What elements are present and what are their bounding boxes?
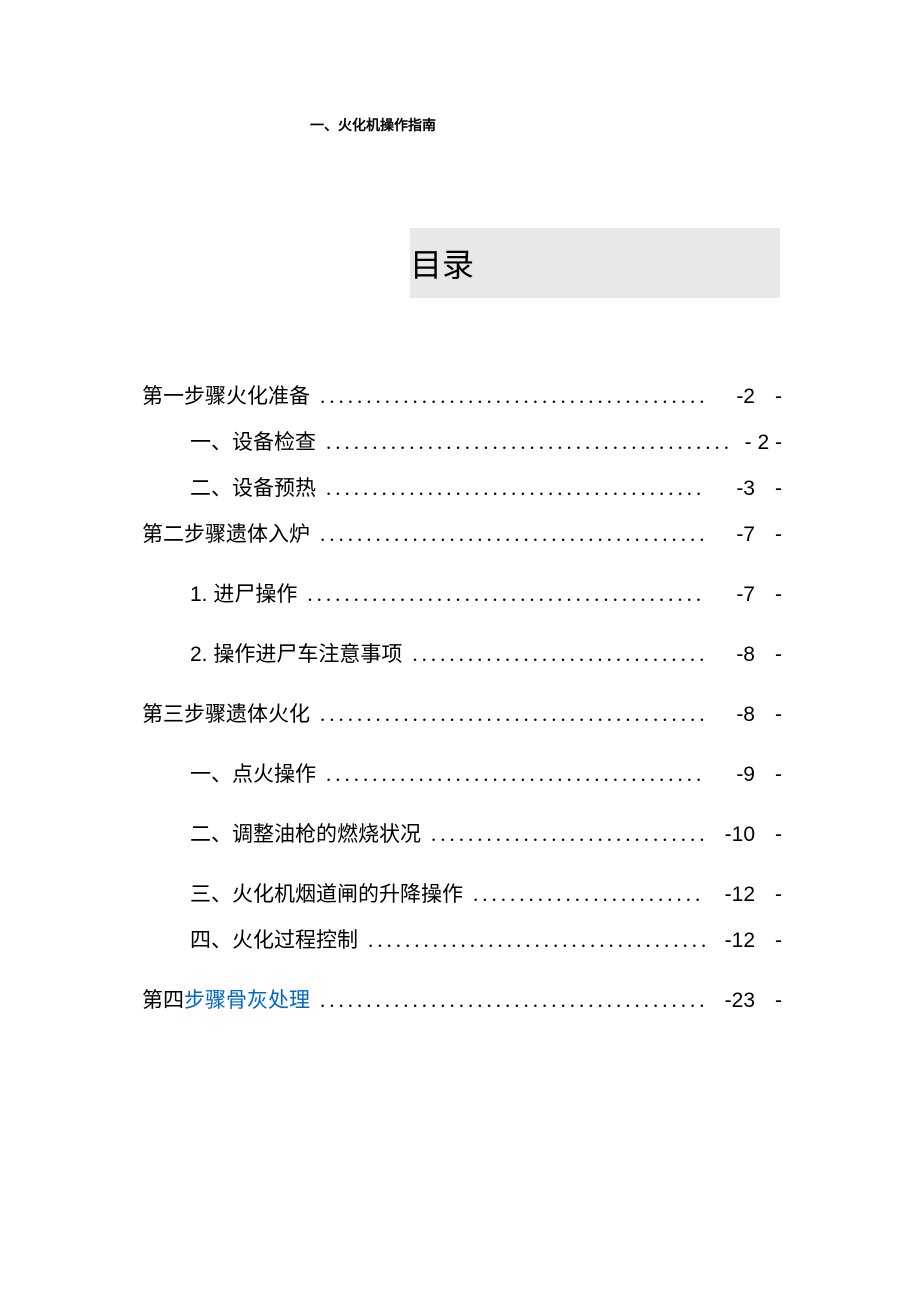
toc-entry-page: -7 xyxy=(705,523,755,547)
toc-entry-dash: - xyxy=(755,703,782,727)
toc-entry-text: 1. 进尸操作 xyxy=(190,578,297,608)
toc-leader-dots xyxy=(310,702,705,727)
toc-entry-page: -8 xyxy=(705,703,755,727)
toc-entry-text: 第二步骤遗体入炉 xyxy=(142,518,310,548)
toc-entry-page: -12 xyxy=(705,883,755,907)
toc-entry-dash: - xyxy=(755,477,782,501)
toc-entry: 三、火化机烟道闸的升降操作 -12- xyxy=(142,878,782,908)
toc-entry: 第一步骤火化准备 -2- xyxy=(142,380,782,410)
toc-entry-text: 第三步骤遗体火化 xyxy=(142,698,310,728)
toc-entry: 1. 进尸操作 -7- xyxy=(142,578,782,608)
toc-entry-dash: - xyxy=(755,823,782,847)
toc-entry: 二、调整油枪的燃烧状况 -10- xyxy=(142,818,782,848)
toc-entry-page: - 2 - xyxy=(732,431,782,455)
toc-entry-page: -23 xyxy=(705,989,755,1013)
toc-entry-dash: - xyxy=(755,583,782,607)
toc-leader-dots xyxy=(316,476,705,501)
toc-entry: 四、火化过程控制 -12- xyxy=(142,924,782,954)
toc-leader-dots xyxy=(358,928,705,953)
toc-entry-text: 一、设备检查 xyxy=(190,426,316,456)
toc-entry-dash: - xyxy=(755,929,782,953)
toc-entry: 第二步骤遗体入炉 -7- xyxy=(142,518,782,548)
toc-leader-dots xyxy=(316,762,705,787)
toc-entry-page: -8 xyxy=(705,643,755,667)
toc-leader-dots xyxy=(310,988,705,1013)
toc-entry: 2. 操作进尸车注意事项 -8- xyxy=(142,638,782,668)
toc-entry-dash: - xyxy=(755,883,782,907)
toc-leader-dots xyxy=(402,642,705,667)
toc-leader-dots xyxy=(316,430,732,455)
toc-entry: 一、点火操作 -9- xyxy=(142,758,782,788)
toc-entry-text: 二、设备预热 xyxy=(190,472,316,502)
toc-entry-dash: - xyxy=(755,385,782,409)
page-header: 一、火化机操作指南 xyxy=(310,115,436,135)
toc-entry-text: 四、火化过程控制 xyxy=(190,924,358,954)
toc-entry-page: -10 xyxy=(705,823,755,847)
toc-leader-dots xyxy=(310,384,705,409)
toc-entry-text[interactable]: 步骤骨灰处理 xyxy=(184,984,310,1014)
toc-entry-dash: - xyxy=(755,643,782,667)
toc-entry-dash: - xyxy=(755,523,782,547)
toc-entry-page: -9 xyxy=(705,763,755,787)
toc-entry-text: 三、火化机烟道闸的升降操作 xyxy=(190,878,463,908)
toc-entry: 二、设备预热 -3- xyxy=(142,472,782,502)
toc-leader-dots xyxy=(463,882,705,907)
toc-entry-text: 二、调整油枪的燃烧状况 xyxy=(190,818,421,848)
toc-entry-page: -2 xyxy=(705,385,755,409)
toc-leader-dots xyxy=(297,582,705,607)
toc-entry: 第四步骤骨灰处理 -23- xyxy=(142,984,782,1014)
toc-entry: 第三步骤遗体火化 -8- xyxy=(142,698,782,728)
toc-entry-dash: - xyxy=(755,989,782,1013)
toc-entry-text: 第一步骤火化准备 xyxy=(142,380,310,410)
toc-entry-prefix: 第四 xyxy=(142,984,184,1014)
toc-entry: 一、设备检查 - 2 - xyxy=(142,426,782,456)
toc-leader-dots xyxy=(421,822,705,847)
toc-entry-page: -7 xyxy=(705,583,755,607)
toc-title: 目录 xyxy=(410,240,474,286)
toc-entry-text: 一、点火操作 xyxy=(190,758,316,788)
toc-leader-dots xyxy=(310,522,705,547)
toc-container: 第一步骤火化准备-2-一、设备检查- 2 -二、设备预热-3-第二步骤遗体入炉-… xyxy=(142,380,782,1022)
toc-entry-text: 2. 操作进尸车注意事项 xyxy=(190,638,402,668)
toc-entry-page: -12 xyxy=(705,929,755,953)
toc-entry-page: -3 xyxy=(705,477,755,501)
toc-entry-dash: - xyxy=(755,763,782,787)
toc-title-box: 目录 xyxy=(410,228,780,298)
